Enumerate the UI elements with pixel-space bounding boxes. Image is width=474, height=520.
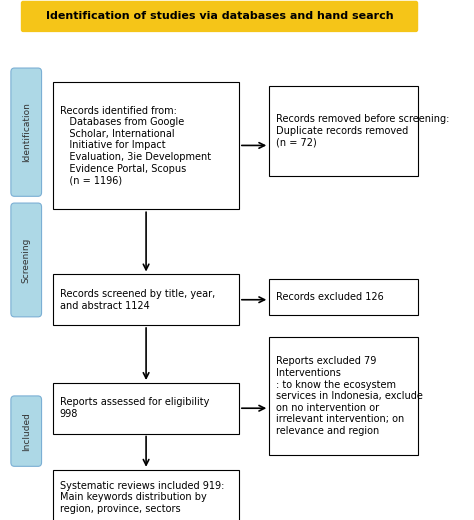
FancyBboxPatch shape <box>11 396 42 466</box>
Text: Reports assessed for eligibility
998: Reports assessed for eligibility 998 <box>60 397 209 419</box>
FancyBboxPatch shape <box>53 383 239 434</box>
FancyBboxPatch shape <box>53 275 239 325</box>
FancyBboxPatch shape <box>11 68 42 197</box>
Text: Identification: Identification <box>22 102 31 162</box>
FancyBboxPatch shape <box>269 337 418 455</box>
Text: Records identified from:
   Databases from Google
   Scholar, International
   I: Records identified from: Databases from … <box>60 106 211 185</box>
FancyBboxPatch shape <box>53 82 239 210</box>
FancyBboxPatch shape <box>269 279 418 316</box>
Text: Identification of studies via databases and hand search: Identification of studies via databases … <box>46 11 393 21</box>
Text: Included: Included <box>22 412 31 450</box>
Text: Screening: Screening <box>22 237 31 283</box>
FancyBboxPatch shape <box>21 1 418 32</box>
FancyBboxPatch shape <box>269 86 418 176</box>
FancyBboxPatch shape <box>53 470 239 520</box>
FancyBboxPatch shape <box>11 203 42 317</box>
Text: Systematic reviews included 919:
Main keywords distribution by
region, province,: Systematic reviews included 919: Main ke… <box>60 481 224 514</box>
Text: Records excluded 126: Records excluded 126 <box>276 292 383 302</box>
Text: Reports excluded 79
Interventions
: to know the ecosystem
services in Indonesia,: Reports excluded 79 Interventions : to k… <box>276 356 422 436</box>
Text: Records screened by title, year,
and abstract 1124: Records screened by title, year, and abs… <box>60 289 215 310</box>
Text: Records removed before screening:
Duplicate records removed
(n = 72): Records removed before screening: Duplic… <box>276 114 449 148</box>
